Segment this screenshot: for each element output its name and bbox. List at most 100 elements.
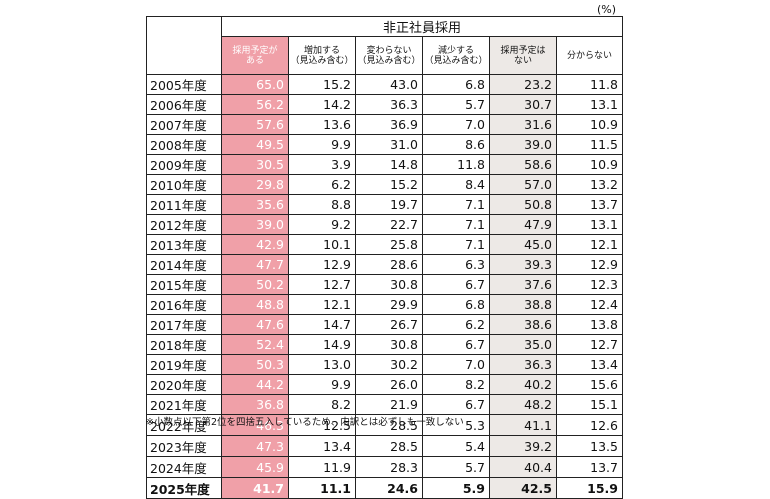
- hiring-table: 非正社員採用 採用予定が ある 増加する （見込み含む） 変わらない （見込み含む） 減少す…: [146, 16, 623, 499]
- cell-unk: 13.7: [556, 194, 623, 215]
- table-row: 2023年度 47.3 13.4 28.5 5.4 39.2 13.5: [146, 435, 623, 457]
- table-row: 2009年度 30.5 3.9 14.8 11.8 58.6 10.9: [146, 154, 623, 175]
- cell-none: 40.2: [489, 374, 557, 395]
- footnote: ※小数点以下第2位を四捨五入しているため、内訳とは必ずしも一致しない: [146, 417, 464, 428]
- cell-plan: 50.3: [221, 354, 289, 375]
- row-year-label: 2014年度: [146, 254, 222, 275]
- cell-unk: 11.5: [556, 134, 623, 155]
- table-row: 2017年度 47.6 14.7 26.7 6.2 38.6 13.8: [146, 314, 623, 335]
- table-row: 2013年度 42.9 10.1 25.8 7.1 45.0 12.1: [146, 234, 623, 255]
- cell-none: 30.7: [489, 94, 557, 115]
- cell-inc: 15.2: [288, 74, 356, 95]
- group-header: 非正社員採用: [221, 16, 623, 37]
- cell-dec: 8.6: [422, 134, 490, 155]
- cell-same: 25.8: [355, 234, 423, 255]
- cell-dec: 6.7: [422, 274, 490, 295]
- cell-none: 23.2: [489, 74, 557, 95]
- row-year-label: 2007年度: [146, 114, 222, 135]
- cell-dec: 5.4: [422, 435, 490, 457]
- cell-unk: 13.1: [556, 214, 623, 235]
- cell-plan: 47.6: [221, 314, 289, 335]
- cell-same: 28.6: [355, 254, 423, 275]
- cell-plan: 46.3: [221, 414, 289, 436]
- row-year-label: 2024年度: [146, 456, 222, 478]
- cell-plan: 45.9: [221, 456, 289, 478]
- cell-dec: 7.1: [422, 214, 490, 235]
- cell-dec: 5.3: [422, 414, 490, 436]
- cell-dec: 5.7: [422, 456, 490, 478]
- cell-unk: 11.8: [556, 74, 623, 95]
- cell-dec: 5.7: [422, 94, 490, 115]
- cell-plan: 56.2: [221, 94, 289, 115]
- cell-dec: 7.1: [422, 194, 490, 215]
- cell-inc: 8.2: [288, 394, 356, 415]
- column-header-inc: 増加する （見込み含む）: [288, 36, 356, 75]
- cell-unk: 12.7: [556, 334, 623, 355]
- cell-same: 43.0: [355, 74, 423, 95]
- cell-dec: 6.3: [422, 254, 490, 275]
- cell-inc: 10.1: [288, 234, 356, 255]
- cell-dec: 6.7: [422, 334, 490, 355]
- cell-dec: 7.0: [422, 114, 490, 135]
- table-row: 2012年度 39.0 9.2 22.7 7.1 47.9 13.1: [146, 214, 623, 235]
- table-row: 2015年度 50.2 12.7 30.8 6.7 37.6 12.3: [146, 274, 623, 295]
- cell-none: 50.8: [489, 194, 557, 215]
- table-body: 2005年度 65.0 15.2 43.0 6.8 23.2 11.8 2006年度 56.2 1…: [146, 74, 623, 499]
- table-row: 2024年度 45.9 11.9 28.3 5.7 40.4 13.7: [146, 456, 623, 478]
- cell-dec: 11.8: [422, 154, 490, 175]
- table-row: 2020年度 44.2 9.9 26.0 8.2 40.2 15.6: [146, 374, 623, 395]
- cell-plan: 29.8: [221, 174, 289, 195]
- cell-inc: 3.9: [288, 154, 356, 175]
- cell-unk: 10.9: [556, 154, 623, 175]
- cell-dec: 6.8: [422, 74, 490, 95]
- cell-same: 30.2: [355, 354, 423, 375]
- cell-plan: 44.2: [221, 374, 289, 395]
- column-header-unk: 分からない: [556, 36, 623, 75]
- row-year-label: 2018年度: [146, 334, 222, 355]
- column-header-line: 変わらない: [366, 45, 412, 56]
- cell-same: 26.7: [355, 314, 423, 335]
- row-year-label: 2012年度: [146, 214, 222, 235]
- cell-unk: 13.1: [556, 94, 623, 115]
- table-row: 2007年度 57.6 13.6 36.9 7.0 31.6 10.9: [146, 114, 623, 135]
- cell-inc: 14.7: [288, 314, 356, 335]
- cell-none: 37.6: [489, 274, 557, 295]
- cell-inc: 14.2: [288, 94, 356, 115]
- cell-dec: 5.9: [422, 477, 490, 499]
- table-row: 2016年度 48.8 12.1 29.9 6.8 38.8 12.4: [146, 294, 623, 315]
- cell-unk: 13.5: [556, 435, 623, 457]
- cell-unk: 12.9: [556, 254, 623, 275]
- cell-plan: 35.6: [221, 194, 289, 215]
- cell-plan: 42.9: [221, 234, 289, 255]
- row-year-label: 2025年度: [146, 477, 222, 499]
- row-year-label: 2008年度: [146, 134, 222, 155]
- cell-inc: 8.8: [288, 194, 356, 215]
- row-year-label: 2015年度: [146, 274, 222, 295]
- table-row: 2006年度 56.2 14.2 36.3 5.7 30.7 13.1: [146, 94, 623, 115]
- cell-unk: 12.6: [556, 414, 623, 436]
- cell-same: 24.6: [355, 477, 423, 499]
- cell-dec: 7.0: [422, 354, 490, 375]
- cell-none: 45.0: [489, 234, 557, 255]
- cell-none: 48.2: [489, 394, 557, 415]
- column-header-line: （見込み含む）: [424, 55, 488, 66]
- cell-dec: 8.2: [422, 374, 490, 395]
- cell-unk: 15.6: [556, 374, 623, 395]
- cell-same: 29.9: [355, 294, 423, 315]
- cell-plan: 41.7: [221, 477, 289, 499]
- table-row: 2011年度 35.6 8.8 19.7 7.1 50.8 13.7: [146, 194, 623, 215]
- cell-dec: 6.7: [422, 394, 490, 415]
- cell-plan: 39.0: [221, 214, 289, 235]
- corner-cell: [146, 16, 222, 75]
- cell-inc: 11.1: [288, 477, 356, 499]
- cell-plan: 50.2: [221, 274, 289, 295]
- cell-unk: 15.1: [556, 394, 623, 415]
- cell-inc: 13.4: [288, 435, 356, 457]
- cell-inc: 13.6: [288, 114, 356, 135]
- cell-unk: 12.4: [556, 294, 623, 315]
- cell-plan: 49.5: [221, 134, 289, 155]
- cell-same: 21.9: [355, 394, 423, 415]
- cell-none: 57.0: [489, 174, 557, 195]
- cell-unk: 13.7: [556, 456, 623, 478]
- row-year-label: 2005年度: [146, 74, 222, 95]
